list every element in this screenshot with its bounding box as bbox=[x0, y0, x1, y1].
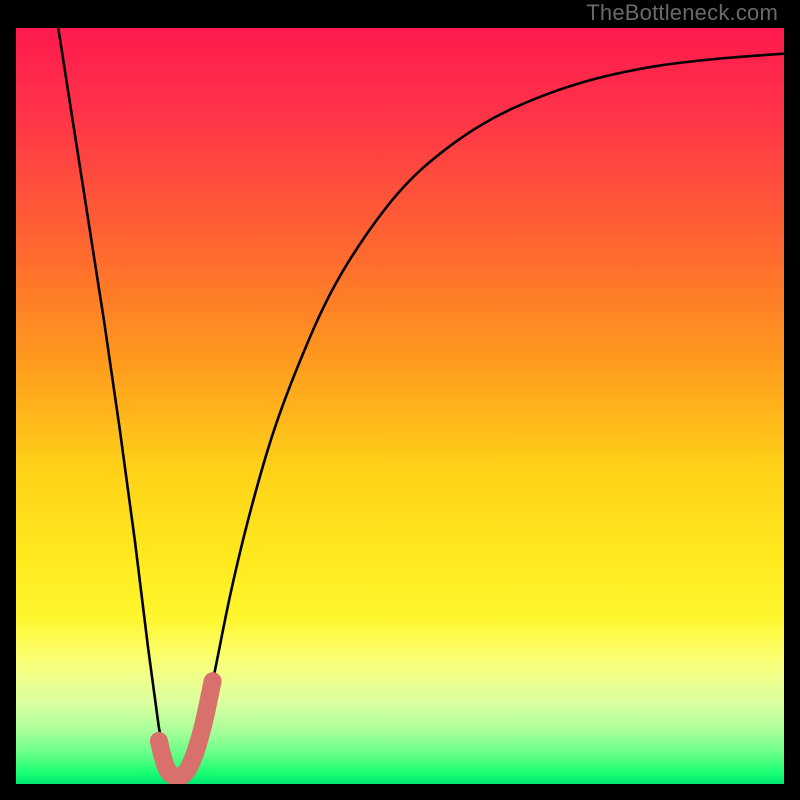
chart-svg bbox=[16, 28, 784, 784]
plot-area bbox=[16, 28, 784, 784]
gradient-background bbox=[16, 28, 784, 784]
watermark-text: TheBottleneck.com bbox=[586, 0, 778, 26]
